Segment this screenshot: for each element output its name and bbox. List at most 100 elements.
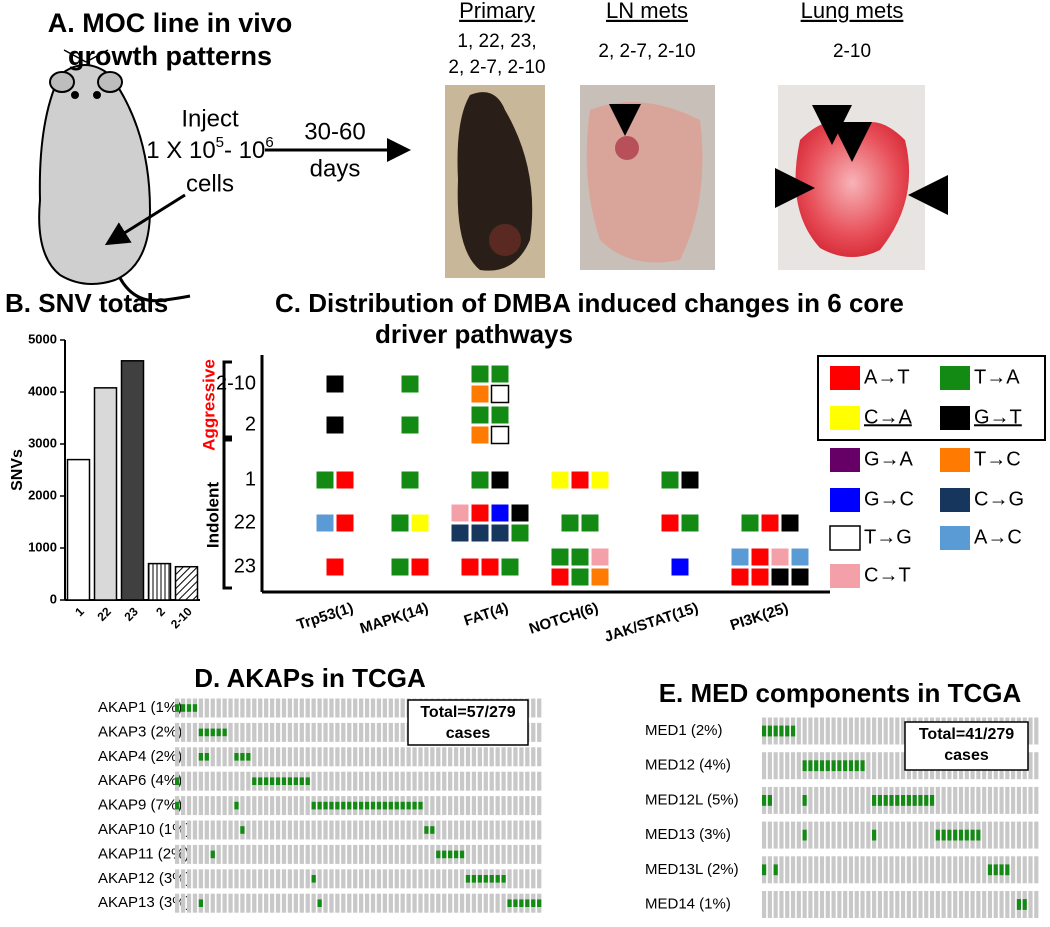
case-bar	[767, 821, 772, 849]
case-bar	[258, 820, 263, 840]
case-bar	[901, 752, 906, 780]
case-bar	[906, 891, 911, 918]
case-bar	[258, 722, 263, 742]
mutation-square	[451, 524, 469, 542]
case-bar	[335, 722, 340, 742]
case-bar	[299, 747, 304, 767]
case-bar	[958, 856, 964, 884]
case-bar	[964, 786, 969, 814]
case-bar	[866, 856, 871, 884]
alteration	[477, 875, 482, 883]
mutation-square	[751, 568, 769, 586]
mutation-square	[490, 425, 510, 445]
case-bar	[216, 771, 221, 791]
case-bar	[501, 893, 506, 913]
case-bar	[175, 747, 180, 767]
case-bar	[222, 747, 227, 767]
alteration	[240, 826, 245, 834]
case-bar	[412, 893, 417, 913]
case-bar	[877, 717, 883, 745]
gene-label: AKAP6 (4%)	[98, 772, 182, 789]
alteration	[459, 850, 465, 859]
case-bar	[323, 869, 328, 889]
case-bar	[335, 698, 340, 718]
case-bar	[246, 844, 251, 864]
case-bar	[483, 771, 488, 791]
case-bar	[912, 856, 917, 884]
case-bar	[418, 869, 423, 889]
case-bar	[889, 891, 894, 918]
case-bar	[802, 856, 807, 884]
mutation-square	[411, 558, 429, 576]
alteration	[854, 760, 859, 772]
gene-label: MED12 (4%)	[645, 757, 731, 774]
case-bar	[947, 856, 952, 884]
case-bar	[305, 796, 310, 816]
alteration	[513, 899, 518, 907]
mutation-square	[326, 375, 344, 393]
case-bar	[883, 856, 888, 884]
case-bar	[843, 856, 848, 884]
case-bar	[258, 747, 263, 767]
gene-label: AKAP9 (7%)	[98, 797, 182, 814]
case-bar	[359, 747, 364, 767]
case-bar	[400, 844, 405, 864]
case-bar	[305, 893, 310, 913]
alteration	[317, 801, 322, 810]
case-bar	[311, 820, 316, 840]
case-bar	[287, 844, 293, 864]
alteration	[537, 899, 542, 907]
case-bar	[204, 820, 209, 840]
mutation-square	[491, 365, 509, 383]
mutation-square	[411, 514, 429, 532]
alteration	[442, 850, 447, 859]
case-bar	[1011, 786, 1016, 814]
alteration	[929, 795, 935, 806]
alteration	[779, 725, 784, 737]
case-bar	[477, 771, 482, 791]
case-bar	[264, 820, 269, 840]
case-bar	[234, 722, 239, 742]
case-bar	[459, 869, 465, 889]
column-label: MAPK(14)	[358, 599, 431, 637]
case-bar	[353, 893, 358, 913]
case-bar	[394, 747, 399, 767]
case-bar	[843, 786, 848, 814]
case-bar	[1034, 891, 1039, 918]
mutation-square	[471, 524, 489, 542]
case-bar	[796, 856, 801, 884]
case-bar	[854, 786, 859, 814]
case-bar	[819, 717, 825, 745]
alteration	[802, 760, 807, 772]
case-bar	[436, 893, 441, 913]
legend-swatch	[940, 366, 970, 390]
alteration	[808, 760, 813, 772]
mutation-square	[491, 524, 509, 542]
case-bar	[228, 869, 233, 889]
case-bar	[477, 893, 482, 913]
case-bar	[1034, 786, 1039, 814]
case-bar	[831, 891, 836, 918]
case-bar	[180, 796, 186, 816]
case-bar	[1034, 752, 1039, 780]
case-bar	[376, 771, 382, 791]
case-bar	[305, 698, 310, 718]
case-bar	[335, 869, 340, 889]
case-bar	[953, 786, 958, 814]
case-bar	[293, 747, 298, 767]
alteration	[489, 875, 494, 883]
mutation-square	[471, 406, 489, 424]
case-bar	[364, 869, 370, 889]
case-bar	[258, 893, 263, 913]
legend-swatch	[830, 406, 860, 430]
case-bar	[519, 820, 524, 840]
gene-label: AKAP1 (1%)	[98, 699, 182, 716]
case-bar	[269, 844, 275, 864]
legend-swatch	[829, 525, 861, 551]
alteration	[335, 801, 340, 810]
case-bar	[228, 722, 233, 742]
case-bar	[477, 796, 482, 816]
case-bar	[287, 893, 293, 913]
case-bar	[796, 786, 801, 814]
case-bar	[883, 821, 888, 849]
